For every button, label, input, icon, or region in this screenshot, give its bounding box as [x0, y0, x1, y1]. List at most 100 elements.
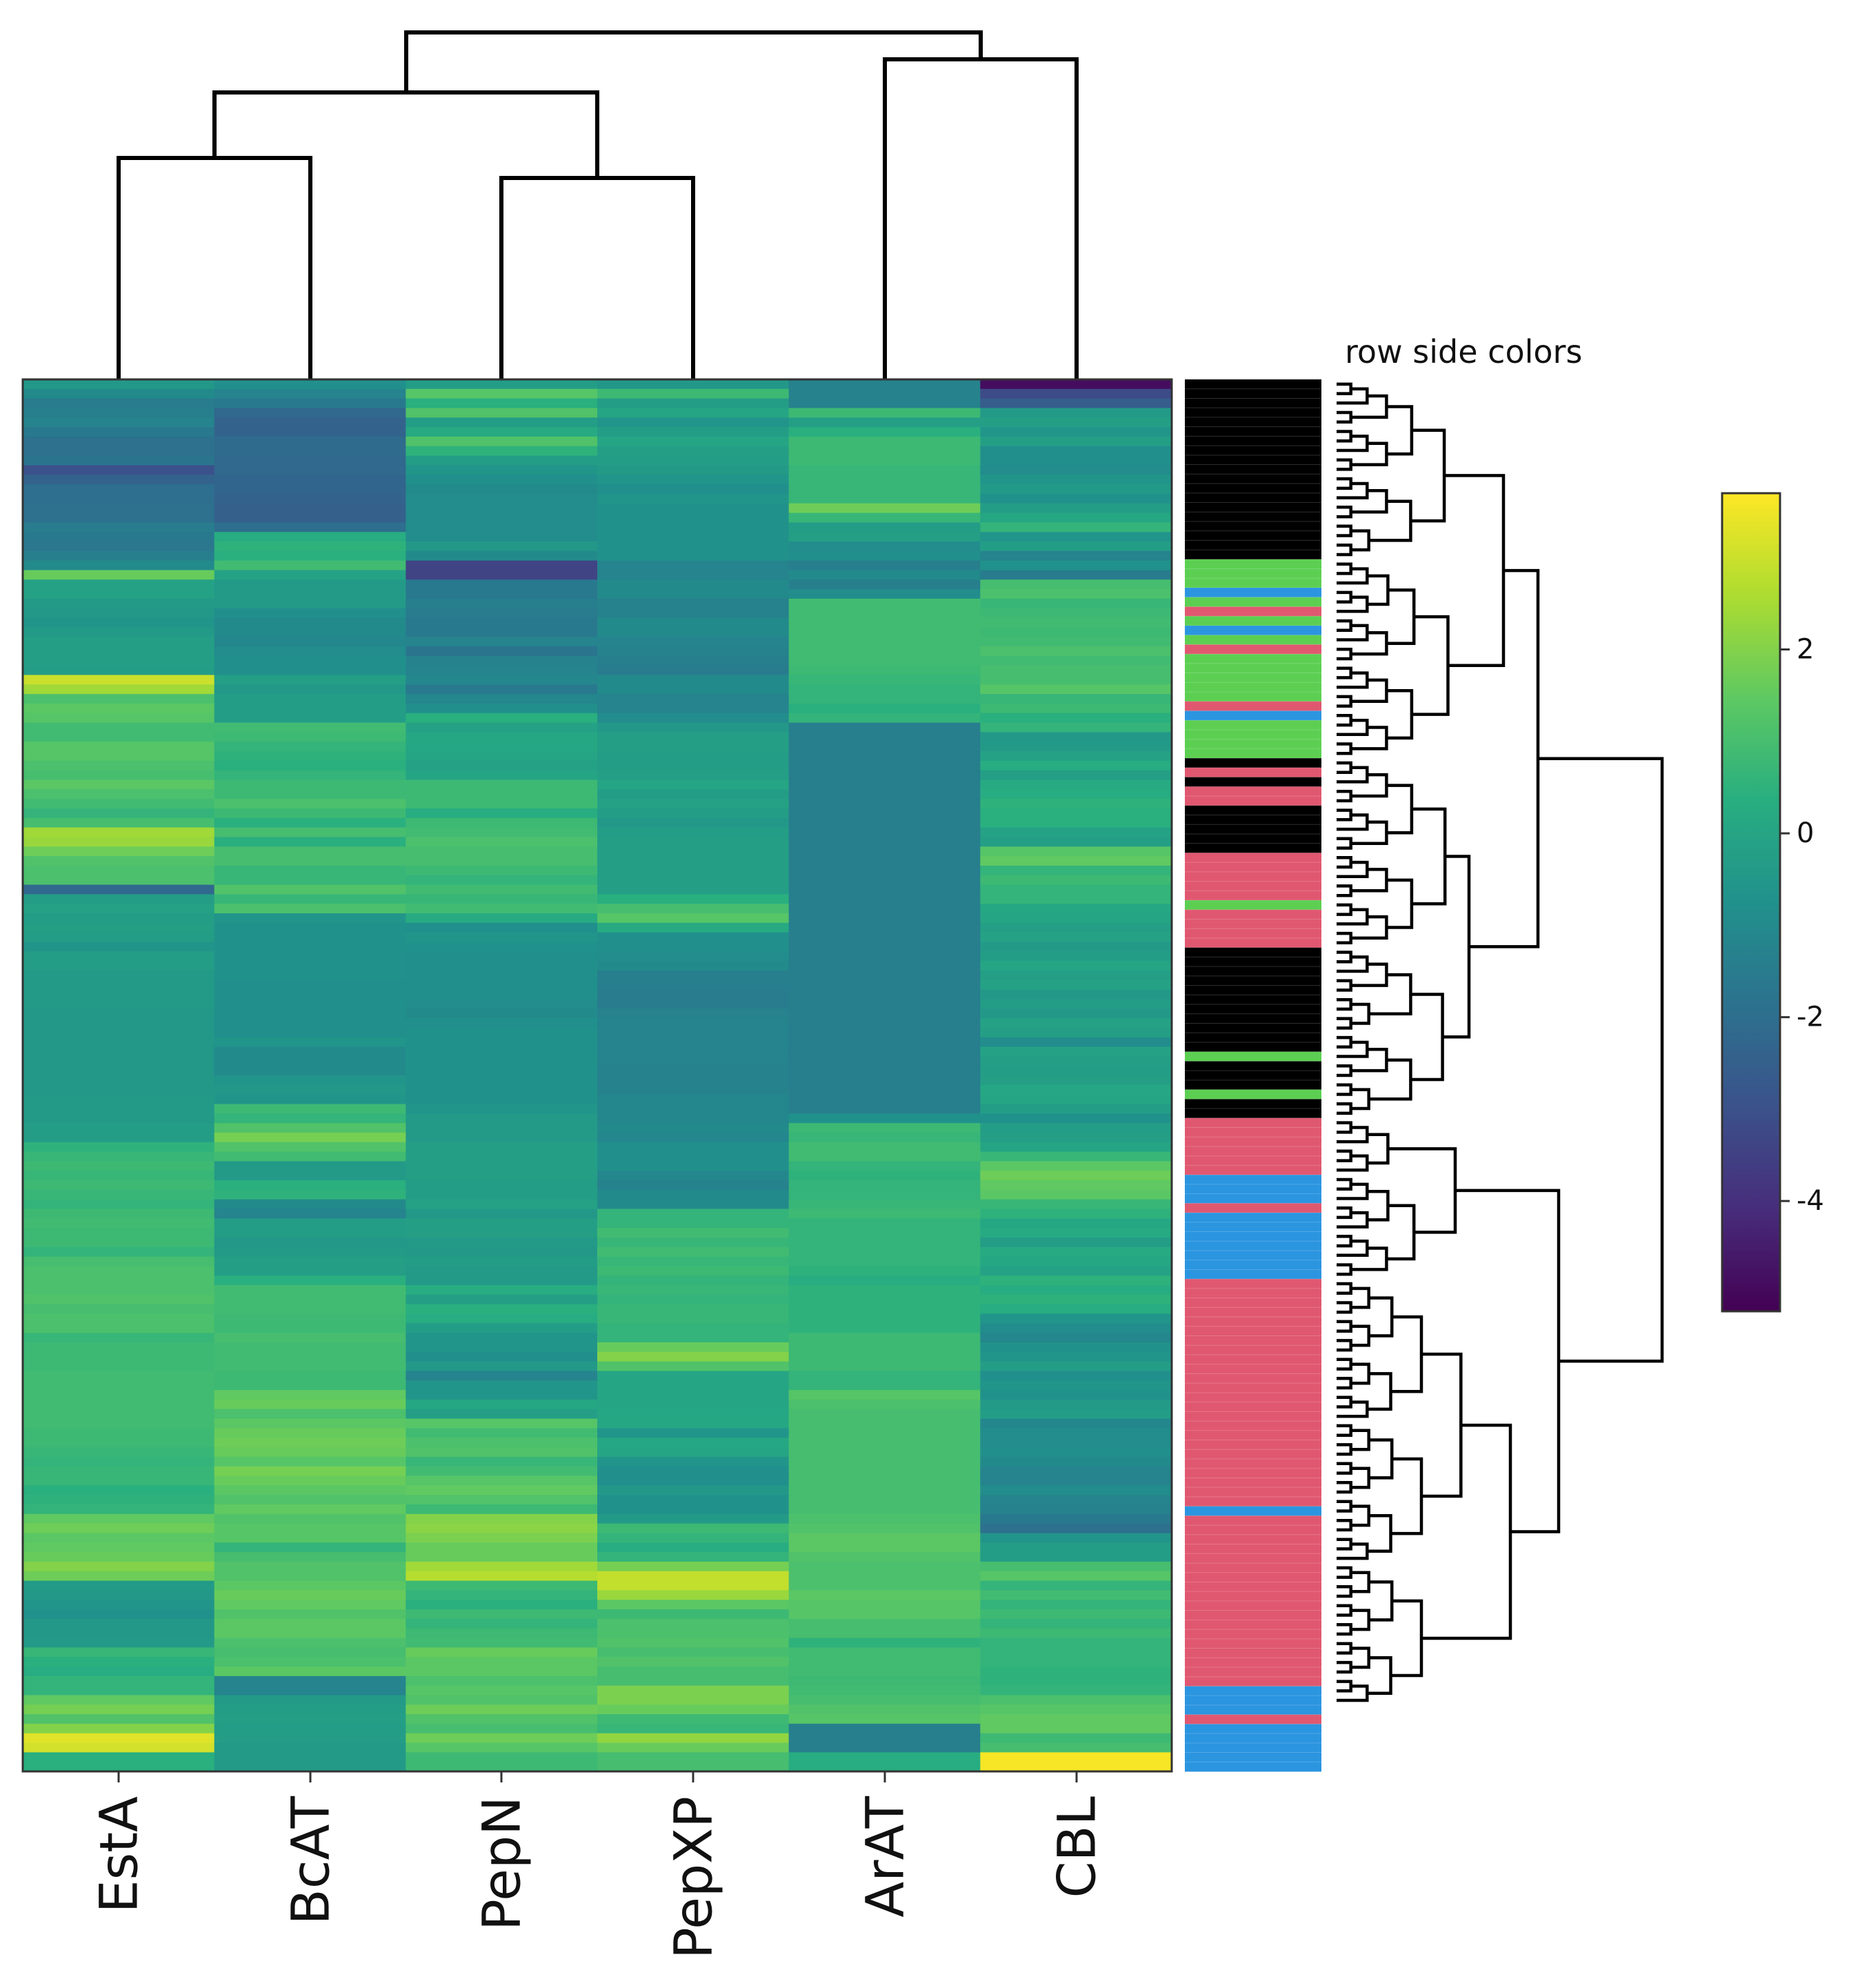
heatmap-cell [597, 1390, 790, 1400]
heatmap-cell [23, 789, 215, 799]
side-color-cell [1185, 1544, 1321, 1554]
heatmap-cell [214, 1657, 406, 1667]
heatmap-cell [980, 1609, 1172, 1620]
heatmap-cell [23, 1552, 215, 1562]
heatmap-cell [214, 1113, 406, 1124]
heatmap-cell [980, 703, 1172, 714]
side-color-cell [1185, 408, 1321, 418]
heatmap-cell [788, 646, 981, 657]
heatmap-cell [214, 503, 406, 514]
heatmap-cell [980, 1361, 1172, 1372]
heatmap-cell [214, 894, 406, 904]
heatmap-cell [788, 970, 981, 981]
heatmap-cell [980, 837, 1172, 847]
side-color-cell [1185, 1411, 1321, 1422]
side-color-cell [1185, 635, 1321, 645]
colorbar: 2 0 -2 -4 [1721, 492, 1824, 1313]
heatmap-cell [788, 760, 981, 771]
side-color-cell [1185, 928, 1321, 939]
heatmap-cell [980, 1428, 1172, 1438]
heatmap-cell [406, 732, 598, 742]
side-color-cell [1185, 578, 1321, 588]
heatmap-cell [980, 1218, 1172, 1229]
heatmap-cell [597, 436, 790, 447]
heatmap-cell [597, 1456, 790, 1467]
side-color-cell [1185, 493, 1321, 503]
heatmap-cell [788, 1456, 981, 1467]
heatmap-cell [980, 1495, 1172, 1505]
heatmap-cell [214, 779, 406, 790]
heatmap-cell [597, 1189, 790, 1200]
heatmap-cell [406, 1342, 598, 1353]
heatmap-cell [980, 922, 1172, 933]
heatmap-cell [214, 694, 406, 704]
heatmap-cell [23, 1504, 215, 1515]
heatmap-cell [214, 751, 406, 762]
side-color-cell [1185, 502, 1321, 513]
heatmap-cell [23, 646, 215, 657]
heatmap-cell [406, 541, 598, 552]
heatmap-cell [23, 922, 215, 933]
heatmap-cell [597, 1161, 790, 1171]
heatmap-cell [597, 1618, 790, 1629]
side-color-cell [1185, 464, 1321, 475]
heatmap-cell [406, 999, 598, 1009]
heatmap-cell [980, 1438, 1172, 1448]
heatmap-cell [980, 408, 1172, 418]
heatmap-cell [214, 1171, 406, 1181]
heatmap-cell [406, 827, 598, 838]
heatmap-cell [980, 1056, 1172, 1066]
heatmap-cell [980, 779, 1172, 790]
heatmap-cell [597, 760, 790, 771]
heatmap-cell [214, 1523, 406, 1534]
row-side-colors-title: row side colors [1345, 333, 1582, 370]
heatmap-cell [980, 1266, 1172, 1276]
heatmap-cell [788, 570, 981, 580]
heatmap-cell [214, 465, 406, 475]
side-color-cell [1185, 455, 1321, 465]
heatmap-cell [788, 1762, 981, 1772]
heatmap-cell [597, 1552, 790, 1562]
heatmap-cell [406, 779, 598, 790]
heatmap-cell [23, 1266, 215, 1276]
heatmap-cell [406, 1428, 598, 1438]
heatmap-cell [214, 1513, 406, 1524]
heatmap-cell [23, 608, 215, 619]
heatmap-cell [406, 550, 598, 561]
heatmap-cell [23, 1542, 215, 1553]
heatmap-cell [406, 1084, 598, 1095]
heatmap-cell [406, 713, 598, 724]
heatmap-cell [23, 1209, 215, 1219]
heatmap-cell [597, 484, 790, 495]
heatmap-cell [597, 961, 790, 971]
heatmap-cell [214, 1714, 406, 1724]
heatmap-cell [23, 1094, 215, 1105]
heatmap-cell [214, 1647, 406, 1658]
heatmap-cell [406, 1027, 598, 1038]
heatmap-cell [980, 1647, 1172, 1658]
heatmap-cell [23, 1533, 215, 1543]
heatmap-cell [214, 532, 406, 542]
side-color-cell [1185, 767, 1321, 777]
side-color-cell [1185, 1610, 1321, 1620]
heatmap-cell [980, 1333, 1172, 1343]
heatmap-cell [597, 1533, 790, 1543]
heatmap-cell [597, 1151, 790, 1162]
heatmap-cell [980, 1456, 1172, 1467]
heatmap-cell [214, 932, 406, 943]
heatmap-cell [980, 1275, 1172, 1286]
heatmap-cell [788, 875, 981, 886]
heatmap-cell [980, 1323, 1172, 1333]
heatmap-cell [214, 1618, 406, 1629]
side-color-cell [1185, 900, 1321, 911]
heatmap-cell [980, 1228, 1172, 1238]
heatmap-cell [597, 856, 790, 866]
heatmap-cell [597, 1485, 790, 1495]
heatmap-cell [406, 1685, 598, 1696]
heatmap-cell [980, 722, 1172, 733]
heatmap-cell [980, 1237, 1172, 1248]
heatmap-cell [214, 1742, 406, 1753]
heatmap-cell [406, 1104, 598, 1114]
heatmap-cell [597, 608, 790, 619]
heatmap-cell [23, 436, 215, 447]
